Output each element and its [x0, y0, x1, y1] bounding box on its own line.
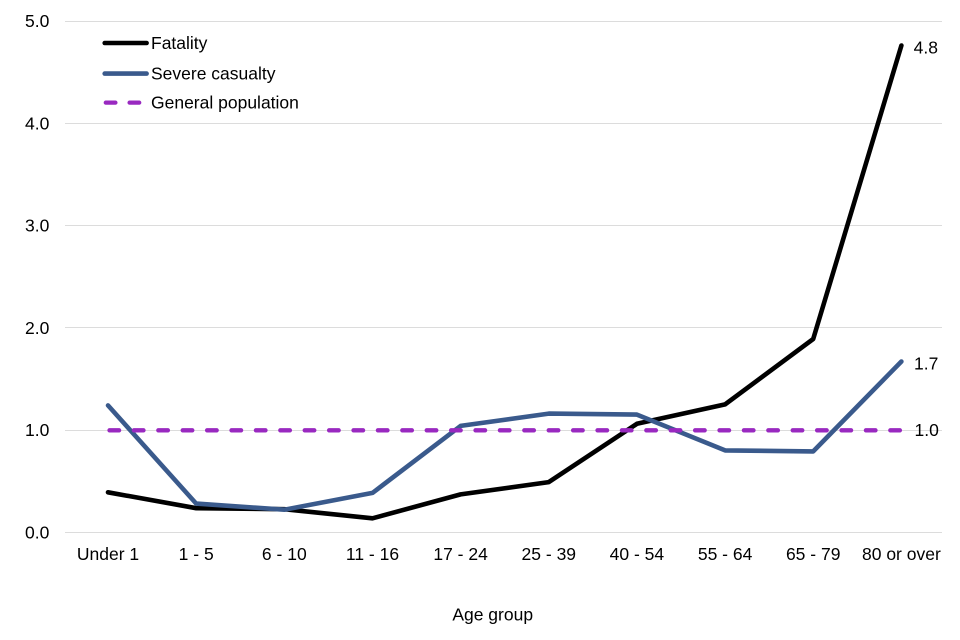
- svg-text:25 - 39: 25 - 39: [522, 544, 576, 564]
- svg-text:3.0: 3.0: [25, 216, 50, 236]
- svg-text:6 - 10: 6 - 10: [262, 544, 307, 564]
- svg-text:11 - 16: 11 - 16: [346, 544, 399, 564]
- svg-text:1.0: 1.0: [915, 420, 940, 440]
- svg-text:General population: General population: [151, 93, 299, 113]
- svg-text:1 - 5: 1 - 5: [179, 544, 214, 564]
- svg-text:Fatality: Fatality: [151, 33, 208, 53]
- svg-text:40 - 54: 40 - 54: [610, 544, 665, 564]
- svg-text:Age group: Age group: [452, 604, 533, 624]
- svg-text:2.0: 2.0: [25, 318, 50, 338]
- svg-text:Under 1: Under 1: [77, 544, 139, 564]
- svg-text:5.0: 5.0: [25, 11, 50, 31]
- svg-text:55 - 64: 55 - 64: [698, 544, 753, 564]
- svg-text:65 - 79: 65 - 79: [786, 544, 840, 564]
- svg-text:4.8: 4.8: [914, 37, 938, 57]
- svg-text:1.0: 1.0: [25, 420, 50, 440]
- svg-text:80 or over: 80 or over: [862, 544, 941, 564]
- svg-text:1.7: 1.7: [914, 353, 938, 373]
- svg-text:0.0: 0.0: [25, 522, 50, 542]
- svg-text:17 - 24: 17 - 24: [433, 544, 488, 564]
- svg-text:4.0: 4.0: [25, 113, 50, 133]
- svg-text:Severe casualty: Severe casualty: [151, 64, 276, 84]
